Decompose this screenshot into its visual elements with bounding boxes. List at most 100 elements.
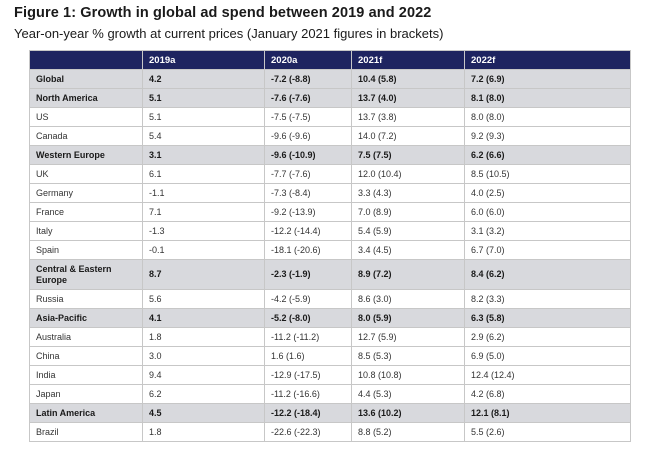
value-cell: -7.7 (-7.6) xyxy=(264,164,352,184)
value-cell: 4.2 xyxy=(142,69,265,89)
value-cell: 6.7 (7.0) xyxy=(464,240,631,260)
country-row: France 7.1 -9.2 (-13.9) 7.0 (8.9) 6.0 (6.0) xyxy=(29,202,631,222)
value-cell: -9.6 (-9.6) xyxy=(264,126,352,146)
row-label: Asia-Pacific xyxy=(29,308,143,328)
value-cell: 3.1 xyxy=(142,145,265,165)
row-label: Western Europe xyxy=(29,145,143,165)
value-cell: 5.6 xyxy=(142,289,265,309)
value-cell: 8.8 (5.2) xyxy=(351,422,465,442)
header-cell-2019a: 2019a xyxy=(142,50,265,70)
value-cell: 5.4 xyxy=(142,126,265,146)
value-cell: 7.0 (8.9) xyxy=(351,202,465,222)
value-cell: 3.4 (4.5) xyxy=(351,240,465,260)
table-body: Global 4.2 -7.2 (-8.8) 10.4 (5.8) 7.2 (6.9) N… xyxy=(29,69,631,442)
value-cell: 4.1 xyxy=(142,308,265,328)
value-cell: -11.2 (-11.2) xyxy=(264,327,352,347)
value-cell: 8.4 (6.2) xyxy=(464,259,631,290)
value-cell: 5.4 (5.9) xyxy=(351,221,465,241)
value-cell: 1.8 xyxy=(142,422,265,442)
value-cell: -1.3 xyxy=(142,221,265,241)
value-cell: -7.2 (-8.8) xyxy=(264,69,352,89)
region-row: Central & Eastern Europe 8.7 -2.3 (-1.9) 8.… xyxy=(29,259,631,290)
value-cell: 8.5 (10.5) xyxy=(464,164,631,184)
value-cell: 7.1 xyxy=(142,202,265,222)
row-label: UK xyxy=(29,164,143,184)
value-cell: -12.2 (-14.4) xyxy=(264,221,352,241)
row-label: Italy xyxy=(29,221,143,241)
row-label: Germany xyxy=(29,183,143,203)
value-cell: 2.9 (6.2) xyxy=(464,327,631,347)
value-cell: 6.3 (5.8) xyxy=(464,308,631,328)
country-row: Brazil 1.8 -22.6 (-22.3) 8.8 (5.2) 5.5 (2.6) xyxy=(29,422,631,442)
value-cell: -2.3 (-1.9) xyxy=(264,259,352,290)
row-label: Japan xyxy=(29,384,143,404)
value-cell: -12.2 (-18.4) xyxy=(264,403,352,423)
value-cell: 5.1 xyxy=(142,88,265,108)
value-cell: -22.6 (-22.3) xyxy=(264,422,352,442)
figure-title: Figure 1: Growth in global ad spend betw… xyxy=(14,5,432,21)
header-cell-blank xyxy=(29,50,143,70)
value-cell: -4.2 (-5.9) xyxy=(264,289,352,309)
region-row: Global 4.2 -7.2 (-8.8) 10.4 (5.8) 7.2 (6.9) xyxy=(29,69,631,89)
value-cell: 9.4 xyxy=(142,365,265,385)
value-cell: 8.0 (8.0) xyxy=(464,107,631,127)
row-label: North America xyxy=(29,88,143,108)
row-label: India xyxy=(29,365,143,385)
value-cell: 3.3 (4.3) xyxy=(351,183,465,203)
value-cell: -11.2 (-16.6) xyxy=(264,384,352,404)
value-cell: 8.2 (3.3) xyxy=(464,289,631,309)
region-row: Asia-Pacific 4.1 -5.2 (-8.0) 8.0 (5.9) 6.3 (… xyxy=(29,308,631,328)
table-header-row: 2019a 2020a 2021f 2022f xyxy=(29,50,631,70)
value-cell: 12.7 (5.9) xyxy=(351,327,465,347)
country-row: UK 6.1 -7.7 (-7.6) 12.0 (10.4) 8.5 (10.5) xyxy=(29,164,631,184)
row-label: Latin America xyxy=(29,403,143,423)
value-cell: 8.9 (7.2) xyxy=(351,259,465,290)
value-cell: 1.8 xyxy=(142,327,265,347)
value-cell: -12.9 (-17.5) xyxy=(264,365,352,385)
value-cell: 1.6 (1.6) xyxy=(264,346,352,366)
row-label: France xyxy=(29,202,143,222)
value-cell: -9.2 (-13.9) xyxy=(264,202,352,222)
value-cell: 8.6 (3.0) xyxy=(351,289,465,309)
value-cell: -9.6 (-10.9) xyxy=(264,145,352,165)
value-cell: -1.1 xyxy=(142,183,265,203)
value-cell: 10.4 (5.8) xyxy=(351,69,465,89)
value-cell: 13.6 (10.2) xyxy=(351,403,465,423)
country-row: Russia 5.6 -4.2 (-5.9) 8.6 (3.0) 8.2 (3.3) xyxy=(29,289,631,309)
value-cell: 13.7 (4.0) xyxy=(351,88,465,108)
row-label: China xyxy=(29,346,143,366)
value-cell: -18.1 (-20.6) xyxy=(264,240,352,260)
row-label: US xyxy=(29,107,143,127)
value-cell: -7.3 (-8.4) xyxy=(264,183,352,203)
country-row: Germany -1.1 -7.3 (-8.4) 3.3 (4.3) 4.0 (2.5) xyxy=(29,183,631,203)
figure-subtitle: Year-on-year % growth at current prices … xyxy=(14,26,444,41)
value-cell: -7.6 (-7.6) xyxy=(264,88,352,108)
row-label: Australia xyxy=(29,327,143,347)
value-cell: 3.1 (3.2) xyxy=(464,221,631,241)
header-cell-2020a: 2020a xyxy=(264,50,352,70)
value-cell: 5.1 xyxy=(142,107,265,127)
region-row: Western Europe 3.1 -9.6 (-10.9) 7.5 (7.5) 6.… xyxy=(29,145,631,165)
row-label: Canada xyxy=(29,126,143,146)
country-row: US 5.1 -7.5 (-7.5) 13.7 (3.8) 8.0 (8.0) xyxy=(29,107,631,127)
value-cell: -7.5 (-7.5) xyxy=(264,107,352,127)
value-cell: 6.1 xyxy=(142,164,265,184)
country-row: Australia 1.8 -11.2 (-11.2) 12.7 (5.9) 2.9 (… xyxy=(29,327,631,347)
country-row: Italy -1.3 -12.2 (-14.4) 5.4 (5.9) 3.1 (3.2) xyxy=(29,221,631,241)
value-cell: 5.5 (2.6) xyxy=(464,422,631,442)
header-cell-2021f: 2021f xyxy=(351,50,465,70)
country-row: Japan 6.2 -11.2 (-16.6) 4.4 (5.3) 4.2 (6.8) xyxy=(29,384,631,404)
value-cell: 7.2 (6.9) xyxy=(464,69,631,89)
value-cell: 8.0 (5.9) xyxy=(351,308,465,328)
country-row: Canada 5.4 -9.6 (-9.6) 14.0 (7.2) 9.2 (9.3) xyxy=(29,126,631,146)
value-cell: 4.4 (5.3) xyxy=(351,384,465,404)
value-cell: 3.0 xyxy=(142,346,265,366)
row-label: Central & Eastern Europe xyxy=(29,259,143,290)
value-cell: 8.5 (5.3) xyxy=(351,346,465,366)
value-cell: 6.2 (6.6) xyxy=(464,145,631,165)
value-cell: 4.0 (2.5) xyxy=(464,183,631,203)
value-cell: 6.9 (5.0) xyxy=(464,346,631,366)
value-cell: 7.5 (7.5) xyxy=(351,145,465,165)
value-cell: 13.7 (3.8) xyxy=(351,107,465,127)
value-cell: 8.1 (8.0) xyxy=(464,88,631,108)
